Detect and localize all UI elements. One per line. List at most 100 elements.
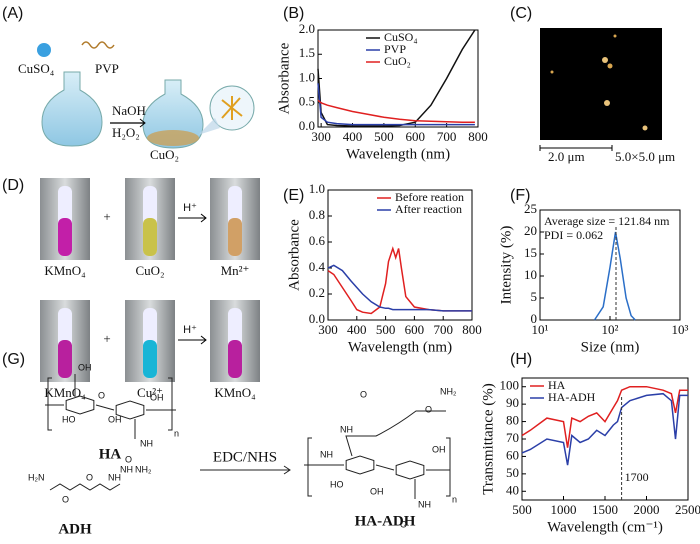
condition: H₂O₂ (112, 125, 140, 140)
panel-label: (B) (283, 5, 304, 22)
x-tick-label: 300 (311, 129, 331, 144)
compound: HA-ADH (355, 513, 416, 529)
ring (395, 460, 425, 480)
panel-label: (C) (510, 5, 532, 22)
atom: NH (140, 438, 153, 448)
solution (143, 218, 157, 256)
y-axis-label: Absorbance (286, 219, 302, 291)
x-tick-label: 10² (602, 322, 619, 337)
compound: KMnO₄ (44, 263, 86, 278)
legend-label: After reaction (395, 202, 462, 216)
x-axis-label: Wavelength (cm⁻¹) (547, 519, 663, 535)
solution (228, 218, 242, 256)
y-tick-label: 0.6 (309, 233, 326, 248)
y-tick-label: 0.2 (309, 285, 325, 300)
y-tick-label: 1.0 (309, 181, 325, 196)
solution (58, 218, 72, 256)
reagent: H⁺ (183, 202, 197, 214)
x-axis-label: Wavelength (nm) (346, 146, 450, 162)
series-line (327, 246, 472, 315)
x-tick-label: 1500 (592, 502, 618, 517)
repeat: n (452, 494, 457, 504)
atom: NH (320, 449, 333, 459)
compound: ADH (58, 521, 92, 537)
y-tick-label: 90 (506, 395, 519, 410)
x-tick-label: 800 (462, 322, 482, 337)
atom: NH (418, 499, 431, 509)
legend-label: HA (548, 378, 566, 392)
atom: NH (340, 424, 353, 434)
ring (65, 395, 95, 415)
x-tick-label: 400 (343, 129, 363, 144)
reagent: CuSO₄ (18, 61, 55, 76)
series-line (317, 29, 476, 127)
solution (143, 340, 157, 378)
atom: O (86, 472, 93, 482)
x-tick-label: 700 (433, 322, 453, 337)
x-tick-label: 800 (468, 129, 488, 144)
solution (228, 340, 242, 378)
bracket (47, 377, 451, 497)
panel-label: (H) (510, 351, 532, 368)
atom: NH (108, 472, 121, 482)
scan-size: 5.0×5.0 μm (615, 149, 675, 164)
x-tick-label: 2500 (675, 502, 700, 517)
panel-g-structures (45, 374, 451, 499)
y-tick-label: 25 (524, 201, 537, 216)
panel-a-art (37, 41, 255, 149)
annotation: Average size = 121.84 nm (544, 214, 670, 228)
x-tick-label: 700 (437, 129, 457, 144)
x-tick-label: 600 (405, 322, 425, 337)
annotation: PDI = 0.062 (544, 228, 603, 242)
afm-image (539, 28, 662, 151)
series-line (317, 99, 475, 123)
y-tick-label: 40 (506, 482, 519, 497)
repeat: n (174, 428, 179, 438)
y-tick-label: 1.0 (299, 69, 315, 84)
arrow (178, 213, 207, 223)
legend-label: HA-ADH (548, 390, 596, 404)
x-tick-label: 400 (347, 322, 367, 337)
y-axis-label: Absorbance (276, 42, 292, 114)
adh (49, 483, 121, 491)
y-tick-label: 70 (506, 430, 519, 445)
reagent: H⁺ (183, 324, 197, 336)
y-tick-label: 0.5 (299, 94, 315, 109)
y-tick-label: 50 (506, 465, 519, 480)
atom: HO (330, 479, 344, 489)
x-tick-label: 1000 (551, 502, 577, 517)
atom: O (125, 454, 132, 464)
atom: O (360, 389, 367, 399)
plus: + (103, 209, 110, 224)
atom: O (400, 519, 407, 529)
x-axis-label: Wavelength (nm) (348, 339, 452, 355)
compound: CuO₂ (135, 263, 164, 278)
y-tick-label: 60 (506, 447, 519, 462)
plus: + (103, 331, 110, 346)
legend-label: Before reation (395, 190, 464, 204)
atom: O (425, 404, 432, 414)
atom: HO (62, 414, 76, 424)
annotation: 1700 (625, 470, 649, 484)
reagent: PVP (95, 61, 119, 76)
y-axis-label: Intensity (%) (498, 226, 514, 305)
atom: OH (150, 392, 164, 402)
ring (115, 400, 145, 420)
panel-label: (D) (2, 177, 24, 194)
atom: OH (108, 414, 122, 424)
x-tick-label: 600 (406, 129, 426, 144)
x-tick-label: 10¹ (532, 322, 549, 337)
legend-label: CuO₂ (384, 54, 411, 68)
panel-label: (E) (283, 187, 304, 204)
y-tick-label: 10 (524, 267, 537, 282)
legend-label: CuSO₄ (384, 30, 418, 44)
product: CuO₂ (150, 147, 179, 162)
y-tick-label: 0.0 (309, 311, 325, 326)
arrow (178, 335, 207, 345)
compound: KMnO₄ (44, 385, 86, 400)
y-tick-label: 15 (524, 245, 537, 260)
reagent: EDC/NHS (213, 449, 277, 465)
x-tick-label: 500 (374, 129, 394, 144)
compound: Cu²⁺ (137, 385, 163, 400)
